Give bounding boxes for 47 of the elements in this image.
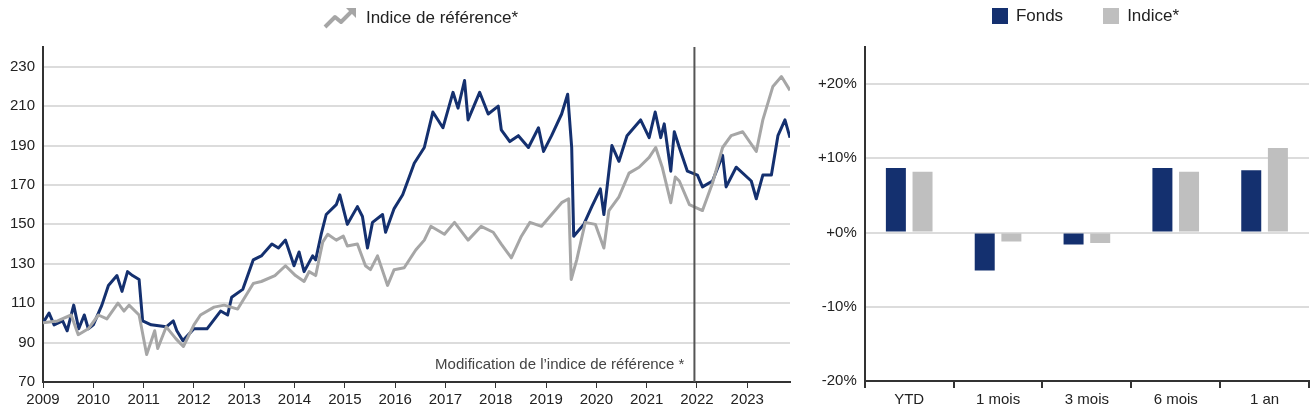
bar xyxy=(1241,170,1262,232)
x-tick-label: 2019 xyxy=(529,390,563,408)
y-tick-label: 130 xyxy=(10,253,36,271)
x-tick-label: 2016 xyxy=(378,390,412,408)
x-tick-label: YTD xyxy=(894,390,925,408)
y-tick-label: +0% xyxy=(826,222,857,240)
x-tick-label: 2010 xyxy=(76,390,111,408)
y-tick-label: +20% xyxy=(817,74,857,92)
x-tick-label: 1 mois xyxy=(975,390,1021,408)
bar xyxy=(885,167,906,232)
ref-line-label: Modification de l’indice de référence * xyxy=(435,354,685,372)
bar xyxy=(912,171,933,232)
legend-label: Indice de référence* xyxy=(365,8,519,28)
y-tick-label: 210 xyxy=(10,96,36,114)
x-tick-label: 1 an xyxy=(1249,390,1280,408)
x-tick-label: 3 mois xyxy=(1064,390,1109,408)
y-tick-label: -20% xyxy=(821,371,857,389)
x-tick-label: 6 mois xyxy=(1153,390,1198,408)
x-tick-label: 2017 xyxy=(428,390,463,408)
x-tick-label: 2022 xyxy=(680,390,714,408)
y-tick-label: -10% xyxy=(821,296,857,314)
legend-label: Fonds xyxy=(1015,6,1064,26)
x-tick-label: 2013 xyxy=(227,390,261,408)
x-tick-label: 2020 xyxy=(579,390,614,408)
x-tick-label: 2021 xyxy=(629,390,664,408)
bar xyxy=(974,233,995,271)
legend-label: Indice* xyxy=(1127,6,1180,26)
y-tick-label: +10% xyxy=(817,148,857,166)
y-tick-label: 190 xyxy=(10,135,36,153)
x-tick-label: 2012 xyxy=(177,390,211,408)
x-tick-label: 2015 xyxy=(328,390,362,408)
bar xyxy=(1267,147,1288,232)
y-tick-label: 150 xyxy=(10,214,36,232)
x-tick-label: 2009 xyxy=(26,390,60,408)
y-tick-label: 170 xyxy=(10,175,36,193)
bar xyxy=(1179,171,1200,232)
x-tick-label: 2014 xyxy=(277,390,312,408)
y-tick-label: 90 xyxy=(18,332,36,350)
x-tick-label: 2018 xyxy=(479,390,513,408)
y-tick-label: 70 xyxy=(18,372,36,390)
bar xyxy=(1063,233,1084,245)
x-tick-label: 2011 xyxy=(127,390,160,408)
bar xyxy=(1090,233,1111,243)
bar xyxy=(1152,167,1173,232)
y-tick-label: 230 xyxy=(10,56,36,74)
x-tick-label: 2023 xyxy=(730,390,764,408)
y-tick-label: 110 xyxy=(11,293,36,311)
